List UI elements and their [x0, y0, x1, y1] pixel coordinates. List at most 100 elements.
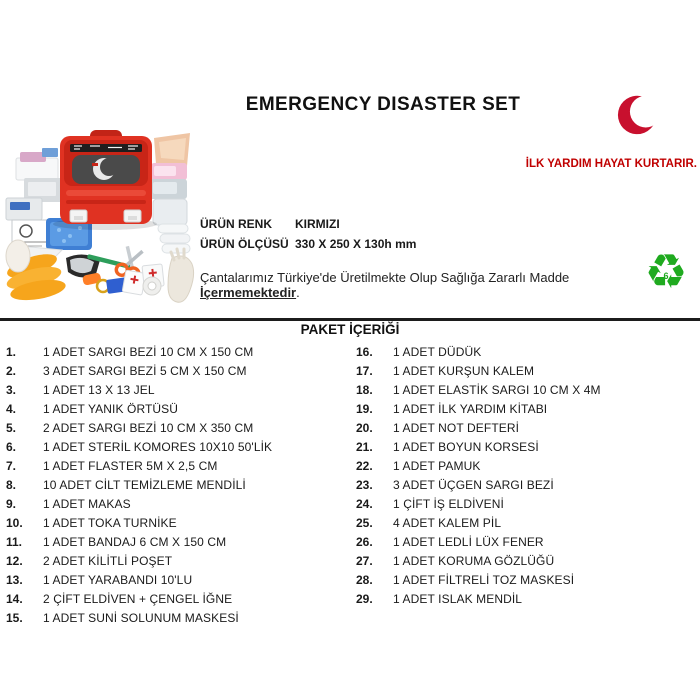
item-number: 27. [356, 554, 373, 568]
list-item: 21. 1 ADET BOYUN KORSESİ [356, 438, 696, 457]
item-number: 5. [6, 421, 17, 435]
item-number: 18. [356, 383, 373, 397]
item-text: 1 ADET PAMUK [393, 459, 481, 473]
item-text: 1 ADET YARABANDI 10'LU [43, 573, 193, 587]
package-heading: PAKET İÇERİĞİ [300, 322, 400, 337]
item-text: 1 ADET NOT DEFTERİ [393, 421, 520, 435]
item-number: 16. [356, 345, 373, 359]
item-text: 1 ADET TOKA TURNİKE [43, 516, 177, 530]
list-item: 11. 1 ADET BANDAJ 6 CM X 150 CM [6, 533, 346, 552]
package-list-left: 1. 1 ADET SARGI BEZİ 10 CM X 150 CM 2. 3 A… [6, 343, 346, 628]
item-number: 26. [356, 535, 373, 549]
item-number: 7. [6, 459, 17, 473]
item-text: 1 ÇİFT İŞ ELDİVENİ [393, 497, 504, 511]
list-item: 13. 1 ADET YARABANDI 10'LU [6, 571, 346, 590]
color-value: KIRMIZI [295, 217, 340, 231]
item-text: 10 ADET CİLT TEMİZLEME MENDİLİ [43, 478, 246, 492]
item-text: 1 ADET SUNİ SOLUNUM MASKESİ [43, 611, 239, 625]
item-number: 8. [6, 478, 17, 492]
list-item: 5. 2 ADET SARGI BEZİ 10 CM X 350 CM [6, 419, 346, 438]
item-number: 24. [356, 497, 373, 511]
item-number: 6. [6, 440, 17, 454]
list-item: 9. 1 ADET MAKAS [6, 495, 346, 514]
item-number: 4. [6, 402, 17, 416]
list-item: 6. 1 ADET STERİL KOMORES 10X10 50'LİK [6, 438, 346, 457]
item-number: 29. [356, 592, 373, 606]
list-item: 2. 3 ADET SARGI BEZİ 5 CM X 150 CM [6, 362, 346, 381]
list-item: 8. 10 ADET CİLT TEMİZLEME MENDİLİ [6, 476, 346, 495]
list-item: 24. 1 ÇİFT İŞ ELDİVENİ [356, 495, 696, 514]
item-text: 1 ADET BOYUN KORSESİ [393, 440, 539, 454]
list-item: 10. 1 ADET TOKA TURNİKE [6, 514, 346, 533]
item-number: 2. [6, 364, 17, 378]
list-item: 28. 1 ADET FİLTRELİ TOZ MASKESİ [356, 571, 696, 590]
item-text: 1 ADET SARGI BEZİ 10 CM X 150 CM [43, 345, 254, 359]
item-number: 17. [356, 364, 373, 378]
size-label: ÜRÜN ÖLÇÜSÜ [200, 237, 289, 251]
product-photo [5, 130, 195, 303]
list-item: 20. 1 ADET NOT DEFTERİ [356, 419, 696, 438]
slogan-text: İLK YARDIM HAYAT KURTARIR. [525, 158, 697, 170]
item-number: 13. [6, 573, 23, 587]
spec-row-size: ÜRÜN ÖLÇÜSÜ 330 X 250 X 130h mm [200, 234, 416, 254]
item-text: 4 ADET KALEM PİL [393, 516, 502, 530]
item-text: 1 ADET BANDAJ 6 CM X 150 CM [43, 535, 227, 549]
list-item: 12. 2 ADET KİLİTLİ POŞET [6, 552, 346, 571]
item-number: 14. [6, 592, 23, 606]
item-number: 19. [356, 402, 373, 416]
list-item: 7. 1 ADET FLASTER 5M X 2,5 CM [6, 457, 346, 476]
item-number: 23. [356, 478, 373, 492]
item-text: 2 ADET KİLİTLİ POŞET [43, 554, 173, 568]
list-item: 22. 1 ADET PAMUK [356, 457, 696, 476]
list-item: 19. 1 ADET İLK YARDIM KİTABI [356, 400, 696, 419]
item-text: 2 ÇİFT ELDİVEN + ÇENGEL İĞNE [43, 592, 233, 606]
list-item: 16. 1 ADET DÜDÜK [356, 343, 696, 362]
item-text: 1 ADET YANIK ÖRTÜSÜ [43, 402, 179, 416]
list-item: 18. 1 ADET ELASTİK SARGI 10 CM X 4M [356, 381, 696, 400]
list-item: 3. 1 ADET 13 X 13 JEL [6, 381, 346, 400]
item-number: 22. [356, 459, 373, 473]
item-number: 10. [6, 516, 23, 530]
item-text: 1 ADET 13 X 13 JEL [43, 383, 155, 397]
item-text: 1 ADET LEDLİ LÜX FENER [393, 535, 544, 549]
recycle-number: 6 [663, 271, 669, 281]
item-number: 20. [356, 421, 373, 435]
item-text: 1 ADET ISLAK MENDİL [393, 592, 523, 606]
item-number: 15. [6, 611, 23, 625]
recycle-icon: ♻ 6 [638, 244, 694, 304]
size-value: 330 X 250 X 130h mm [295, 237, 417, 251]
color-label: ÜRÜN RENK [200, 217, 272, 231]
item-number: 25. [356, 516, 373, 530]
list-item: 27. 1 ADET KORUMA GÖZLÜĞÜ [356, 552, 696, 571]
item-number: 1. [6, 345, 17, 359]
item-text: 1 ADET STERİL KOMORES 10X10 50'LİK [43, 440, 273, 454]
recycling-symbol-icon: ♻ [644, 244, 688, 300]
item-number: 28. [356, 573, 373, 587]
list-item: 25. 4 ADET KALEM PİL [356, 514, 696, 533]
item-text: 1 ADET FLASTER 5M X 2,5 CM [43, 459, 218, 473]
item-text: 1 ADET FİLTRELİ TOZ MASKESİ [393, 573, 575, 587]
item-text: 3 ADET SARGI BEZİ 5 CM X 150 CM [43, 364, 247, 378]
item-text: 2 ADET SARGI BEZİ 10 CM X 350 CM [43, 421, 254, 435]
list-item: 26. 1 ADET LEDLİ LÜX FENER [356, 533, 696, 552]
red-crescent-icon [617, 95, 662, 135]
list-item: 4. 1 ADET YANIK ÖRTÜSÜ [6, 400, 346, 419]
item-text: 1 ADET DÜDÜK [393, 345, 482, 359]
item-text: 1 ADET MAKAS [43, 497, 131, 511]
product-specs: ÜRÜN RENK KIRMIZI ÜRÜN ÖLÇÜSÜ 330 X 250 … [200, 214, 416, 254]
package-list-right: 16. 1 ADET DÜDÜK 17. 1 ADET KURŞUN KALEM 1… [356, 343, 696, 609]
item-text: 1 ADET ELASTİK SARGI 10 CM X 4M [393, 383, 601, 397]
note-emphasis: İçermemektedir [200, 285, 297, 300]
spec-row-color: ÜRÜN RENK KIRMIZI [200, 214, 416, 234]
item-text: 1 ADET KORUMA GÖZLÜĞÜ [393, 554, 555, 568]
item-number: 9. [6, 497, 17, 511]
list-item: 17. 1 ADET KURŞUN KALEM [356, 362, 696, 381]
list-item: 23. 3 ADET ÜÇGEN SARGI BEZİ [356, 476, 696, 495]
list-item: 29. 1 ADET ISLAK MENDİL [356, 590, 696, 609]
item-text: 1 ADET KURŞUN KALEM [393, 364, 535, 378]
note-prefix: Çantalarımız Türkiye'de Üretilmekte Olup… [200, 270, 570, 285]
item-number: 3. [6, 383, 17, 397]
item-number: 21. [356, 440, 373, 454]
list-item: 1. 1 ADET SARGI BEZİ 10 CM X 150 CM [6, 343, 346, 362]
